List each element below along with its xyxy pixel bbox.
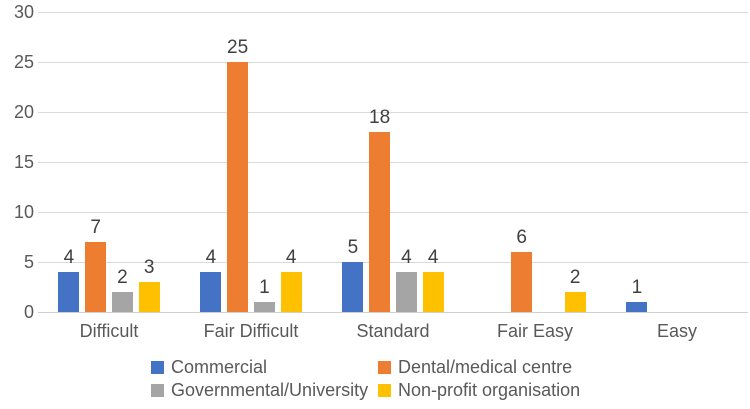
y-tick-label: 30: [13, 2, 34, 22]
y-tick-label: 5: [23, 252, 34, 272]
data-label: 2: [117, 267, 128, 288]
gridline: [38, 162, 748, 163]
data-label: 1: [631, 277, 643, 298]
legend-item: Non-profit organisation: [378, 379, 580, 401]
legend-item: Dental/medical centre: [378, 356, 572, 378]
legend-item: Commercial: [151, 356, 267, 378]
legend-swatch-icon: [151, 383, 164, 397]
data-label: 4: [205, 247, 217, 268]
gridline: [38, 212, 748, 213]
bar: [511, 252, 533, 312]
bar: [342, 262, 364, 312]
x-category-label: Easy: [656, 321, 698, 341]
data-label: 4: [427, 247, 439, 268]
x-category-label: Fair Easy: [496, 321, 574, 341]
legend-label: Governmental/University: [171, 379, 369, 400]
gridline: [38, 112, 748, 113]
data-label: 2: [569, 267, 581, 288]
legend-label: Dental/medical centre: [398, 356, 573, 377]
data-label: 6: [516, 227, 527, 248]
y-tick-label: 25: [13, 52, 34, 72]
legend-swatch-icon: [378, 383, 391, 397]
bar: [85, 242, 107, 312]
gridline: [38, 12, 748, 13]
bar: [395, 272, 417, 312]
bar: [564, 292, 586, 312]
data-label: 5: [347, 237, 359, 258]
y-tick-label: 0: [23, 302, 34, 322]
bar: [280, 272, 302, 312]
bar: [200, 272, 222, 312]
data-label: 4: [401, 247, 412, 268]
data-label: 1: [259, 277, 270, 298]
data-label: 3: [143, 257, 155, 278]
bar: [253, 302, 275, 312]
data-label: 25: [227, 37, 249, 58]
bar: [369, 132, 391, 312]
bar: [626, 302, 648, 312]
legend-item: Governmental/University: [151, 379, 368, 401]
data-label: 18: [369, 107, 391, 128]
legend-label: Non-profit organisation: [398, 379, 581, 400]
bar: [111, 292, 133, 312]
x-category-label: Standard: [356, 321, 430, 341]
x-category-label: Difficult: [79, 321, 139, 341]
data-label: 4: [285, 247, 297, 268]
y-tick-label: 20: [13, 102, 34, 122]
bar: [422, 272, 444, 312]
legend-label: Commercial: [171, 356, 268, 377]
data-label: 4: [63, 247, 75, 268]
bar: [227, 62, 249, 312]
gridline: [38, 62, 748, 63]
legend-swatch-icon: [151, 360, 164, 374]
y-tick-label: 15: [13, 152, 34, 172]
bar: [138, 282, 160, 312]
legend-swatch-icon: [378, 360, 391, 374]
gridline: [38, 262, 748, 263]
data-label: 7: [90, 217, 101, 238]
x-category-label: Fair Difficult: [203, 321, 299, 341]
x-axis-line: [38, 312, 748, 313]
bar: [58, 272, 80, 312]
y-tick-label: 10: [13, 202, 34, 222]
